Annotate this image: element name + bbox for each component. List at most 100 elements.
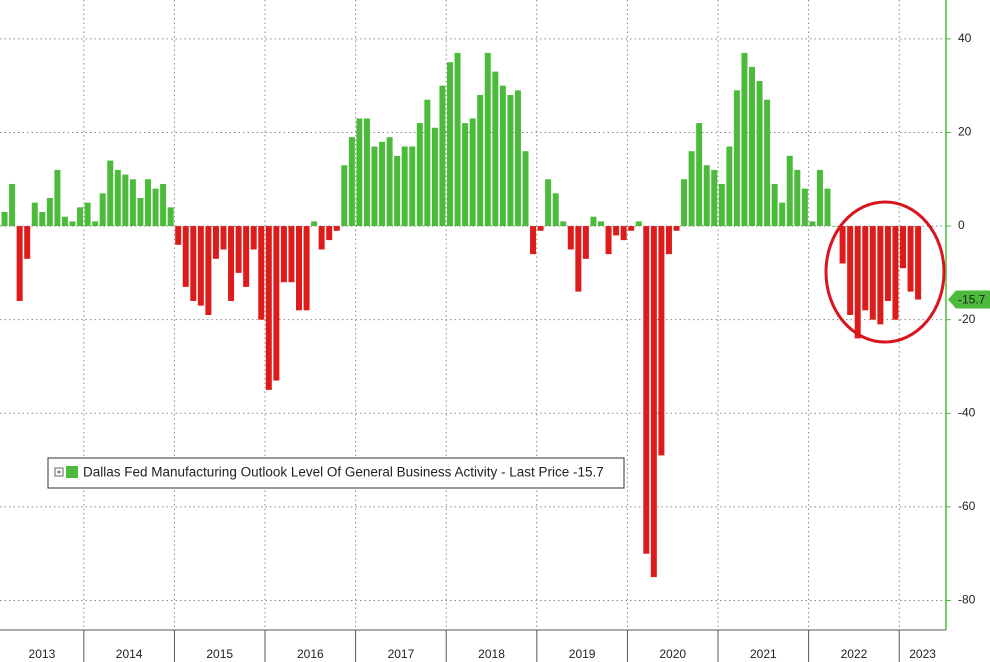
bar — [326, 226, 333, 241]
bar — [454, 52, 461, 227]
bar — [552, 193, 559, 227]
bar — [265, 226, 272, 390]
bar — [892, 226, 899, 320]
bar — [462, 123, 469, 227]
bar — [386, 137, 393, 227]
x-tick-label: 2016 — [297, 647, 324, 661]
x-tick-label: 2020 — [659, 647, 686, 661]
bar — [235, 226, 242, 273]
bar — [99, 193, 106, 227]
bar — [643, 226, 650, 554]
bar — [907, 226, 914, 292]
bar — [764, 99, 771, 227]
y-tick-label: 40 — [958, 31, 972, 45]
bar — [824, 188, 831, 227]
bar — [356, 118, 363, 227]
bar — [816, 169, 823, 227]
bar — [61, 216, 68, 227]
bar — [409, 146, 416, 227]
bar — [862, 226, 869, 311]
bar — [567, 226, 574, 250]
bar — [303, 226, 310, 311]
bar — [394, 155, 401, 227]
grid — [0, 0, 946, 630]
bar — [46, 197, 53, 227]
bar — [182, 226, 189, 287]
bar — [884, 226, 891, 301]
bar — [416, 123, 423, 227]
bar — [84, 202, 91, 227]
bar — [145, 179, 151, 227]
bar — [401, 146, 408, 227]
bar — [424, 99, 431, 227]
bar — [39, 212, 46, 227]
y-tick-label: -80 — [958, 593, 976, 607]
bar — [756, 80, 763, 227]
bar — [31, 202, 38, 227]
bar — [620, 226, 627, 241]
bar — [24, 226, 31, 259]
bar — [273, 226, 280, 381]
x-tick-label: 2017 — [388, 647, 415, 661]
bar — [205, 226, 212, 315]
bar — [771, 183, 778, 227]
bar — [832, 226, 839, 227]
bar — [650, 226, 657, 578]
bar — [869, 226, 876, 320]
bar — [514, 90, 521, 227]
legend-swatch — [66, 466, 78, 478]
bar — [582, 226, 589, 259]
bar — [296, 226, 302, 311]
bar — [741, 52, 748, 227]
highlight-circle — [824, 200, 946, 344]
bar — [69, 221, 76, 227]
last-value-badge — [948, 290, 990, 309]
bar — [711, 169, 718, 227]
bar — [681, 179, 688, 227]
bar — [665, 226, 672, 255]
bar — [703, 165, 710, 227]
legend: Dallas Fed Manufacturing Outlook Level O… — [47, 457, 625, 489]
bar — [484, 52, 491, 227]
bar — [280, 226, 287, 283]
bar — [492, 71, 499, 227]
bar — [137, 197, 144, 227]
bar — [779, 202, 786, 227]
bar — [250, 226, 257, 250]
bar — [311, 221, 318, 227]
bar — [673, 226, 680, 231]
y-tick-label: -60 — [958, 499, 976, 513]
bar — [175, 226, 182, 245]
bar — [530, 226, 537, 255]
bar — [107, 160, 114, 227]
bar — [77, 207, 84, 227]
bar — [348, 137, 355, 227]
bar — [371, 146, 378, 227]
bar — [545, 179, 552, 227]
x-tick-label: 2019 — [569, 647, 596, 661]
bar — [114, 169, 121, 227]
bar — [522, 151, 529, 227]
bar — [477, 95, 484, 227]
bar — [16, 226, 23, 301]
bar — [439, 85, 446, 227]
bar — [160, 183, 167, 227]
bar — [447, 62, 453, 227]
bar — [658, 226, 665, 456]
bar — [333, 226, 340, 231]
bar — [288, 226, 295, 283]
bar — [809, 221, 816, 227]
y-tick-label: -40 — [958, 405, 976, 419]
bar — [915, 226, 922, 300]
bar — [613, 226, 620, 236]
bar — [122, 174, 129, 227]
bar — [341, 165, 348, 227]
bar — [363, 118, 370, 227]
bar — [318, 226, 325, 250]
bar — [749, 66, 755, 227]
bar — [854, 226, 861, 339]
bar — [1, 212, 8, 227]
bar — [847, 226, 854, 315]
x-tick-label: 2018 — [478, 647, 505, 661]
